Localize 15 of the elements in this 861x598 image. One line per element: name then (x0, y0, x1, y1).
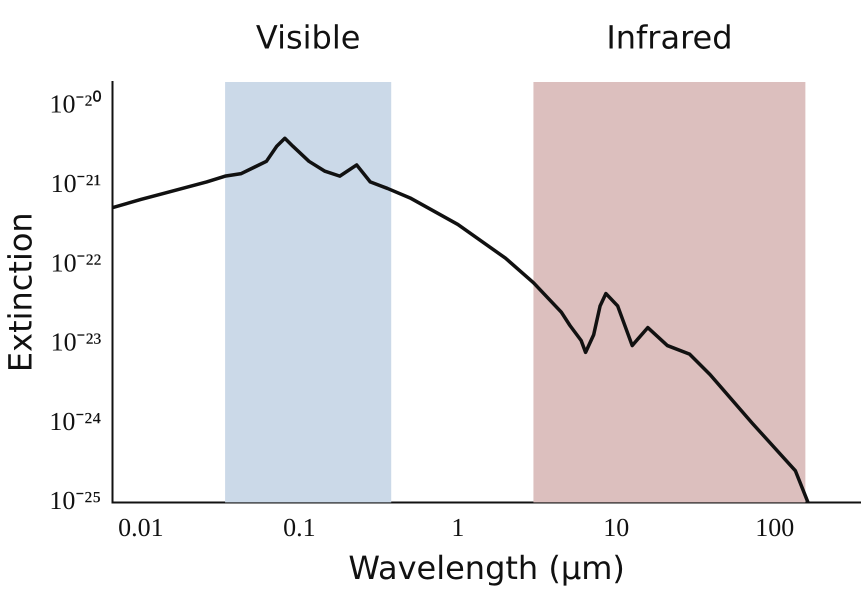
y-tick-label: 10⁻²¹ (50, 169, 102, 198)
x-tick-label: 1 (451, 512, 464, 542)
band-label: Visible (256, 18, 360, 56)
band-label: Infrared (606, 18, 733, 56)
y-tick-label: 10⁻²⁴ (49, 406, 102, 436)
y-tick-label: 10⁻²² (50, 248, 102, 278)
y-tick-label: 10⁻²³ (50, 328, 102, 357)
x-axis-title: Wavelength (μm) (348, 549, 625, 588)
x-tick-label: 0.01 (118, 512, 164, 542)
y-tick-label: 10⁻²⁵ (49, 486, 102, 516)
x-tick-label: 0.1 (283, 512, 316, 542)
y-tick-label: 10⁻²⁰ (49, 90, 102, 119)
y-axis-title: Extinction (2, 212, 40, 372)
x-tick-label: 100 (755, 512, 794, 542)
x-tick-label: 10 (603, 512, 630, 542)
